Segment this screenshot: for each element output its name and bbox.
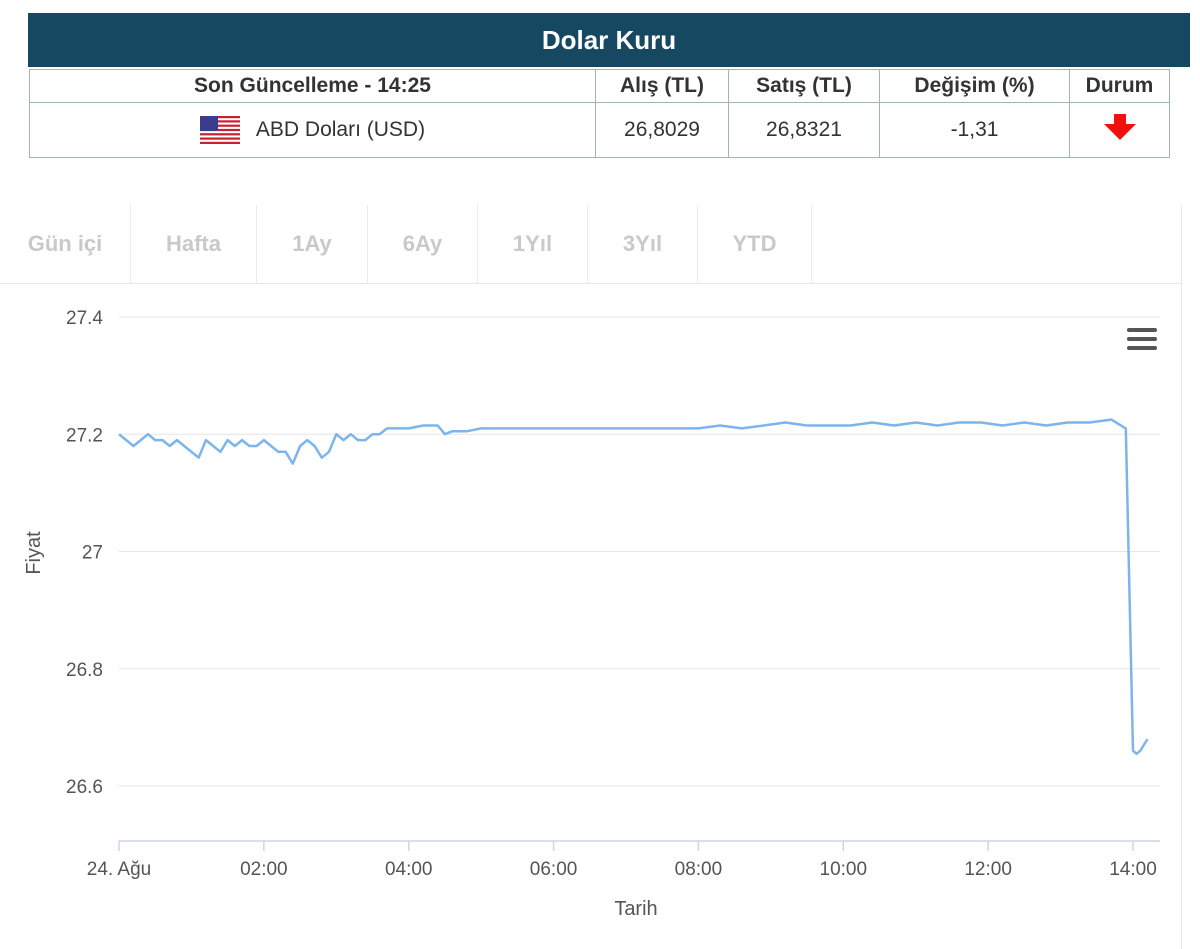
tab-6-months[interactable]: 6Ay xyxy=(368,205,478,283)
chart-panel-border xyxy=(1181,205,1182,949)
x-tick-label: 08:00 xyxy=(675,859,723,880)
tab-3-years[interactable]: 3Yıl xyxy=(588,205,698,283)
tab-1-year[interactable]: 1Yıl xyxy=(478,205,588,283)
currency-name: ABD Doları (USD) xyxy=(255,118,426,141)
tab-week[interactable]: Hafta xyxy=(131,205,257,283)
col-header-updated: Son Güncelleme - 14:25 xyxy=(29,69,596,103)
x-tick-label: 12:00 xyxy=(964,859,1012,880)
price-series-line xyxy=(118,418,1149,756)
tab-intraday[interactable]: Gün içi xyxy=(0,205,131,283)
col-header-change: Değişim (%) xyxy=(879,69,1070,103)
change-value: -1,31 xyxy=(879,102,1070,158)
table-header-row: Son Güncelleme - 14:25 Alış (TL) Satış (… xyxy=(29,69,1170,103)
x-tick-label: 10:00 xyxy=(820,859,868,880)
tab-ytd[interactable]: YTD xyxy=(698,205,812,283)
rate-table: Son Güncelleme - 14:25 Alış (TL) Satış (… xyxy=(29,69,1170,158)
y-axis-title: Fiyat xyxy=(23,531,45,575)
y-tick-label: 27.2 xyxy=(66,425,103,446)
sell-value: 26,8321 xyxy=(728,102,880,158)
x-tick-label: 14:00 xyxy=(1109,859,1157,880)
tab-1-month[interactable]: 1Ay xyxy=(257,205,368,283)
x-tick-label: 24. Ağu xyxy=(87,859,151,880)
x-tick-label: 04:00 xyxy=(385,859,433,880)
buy-value: 26,8029 xyxy=(595,102,729,158)
period-tabs: Gün içi Hafta 1Ay 6Ay 1Yıl 3Yıl YTD xyxy=(0,205,1182,284)
title-text: Dolar Kuru xyxy=(541,24,677,55)
y-tick-label: 27.4 xyxy=(66,308,103,329)
y-tick-label: 26.6 xyxy=(66,777,103,798)
currency-cell: ABD Doları (USD) xyxy=(29,102,596,158)
y-tick-label: 26.8 xyxy=(66,660,103,681)
x-axis-title: Tarih xyxy=(614,898,657,920)
page-title: Dolar Kuru xyxy=(28,13,1190,67)
x-tick-label: 06:00 xyxy=(530,859,578,880)
x-tick-label: 02:00 xyxy=(240,859,288,880)
price-chart: 27.4 27.2 27 26.8 26.6 24. Ağu 02:00 04:00 06:00… xyxy=(23,308,1160,920)
col-header-buy: Alış (TL) xyxy=(595,69,729,103)
us-flag-icon xyxy=(199,116,240,144)
col-header-status: Durum xyxy=(1069,69,1170,103)
arrow-down-icon xyxy=(1103,114,1136,140)
col-header-sell: Satış (TL) xyxy=(728,69,880,103)
y-tick-label: 27 xyxy=(82,543,103,564)
status-cell xyxy=(1069,102,1170,158)
chart-menu-icon[interactable] xyxy=(1127,328,1157,352)
table-row: ABD Doları (USD) 26,8029 26,8321 -1,31 xyxy=(29,102,1170,158)
